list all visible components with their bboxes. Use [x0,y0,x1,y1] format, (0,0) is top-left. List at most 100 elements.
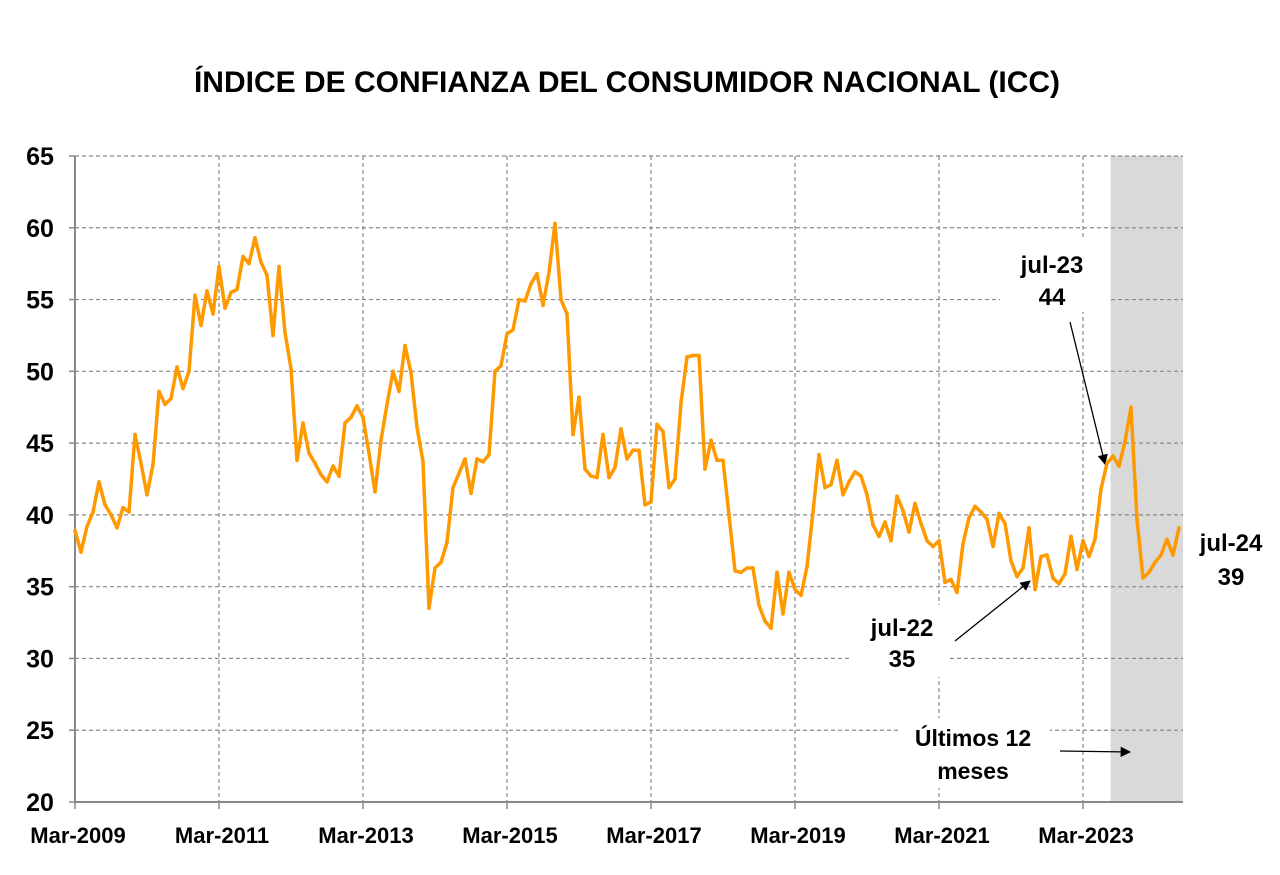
data-point [811,510,815,514]
data-point [97,480,101,484]
y-tick-label: 50 [26,358,54,386]
data-point [661,429,665,434]
data-point [223,306,227,310]
data-point [403,343,407,348]
data-point [331,464,335,468]
data-point [685,355,689,359]
data-point [919,521,923,526]
annotation-jul24-label: jul-24 [1199,530,1263,557]
data-point [253,236,257,240]
data-point [577,395,581,399]
data-point [607,475,611,480]
data-point [613,465,617,470]
annotation-jul22-label: jul-22 [870,615,934,642]
data-point [1039,554,1043,559]
gridlines [69,155,1183,809]
data-point [925,538,929,543]
data-point [799,593,803,598]
data-point [1135,517,1139,521]
data-point [481,459,485,464]
shaded-region-label-line2: meses [937,758,1009,784]
data-point [769,626,773,631]
data-point [145,492,149,497]
data-point [1123,439,1127,444]
data-point [367,451,371,455]
data-point [199,323,203,328]
data-point [859,474,863,478]
data-point [679,401,683,405]
annotation-jul22-arrow [954,580,1031,642]
data-point [937,538,941,543]
data-point [1147,570,1151,575]
data-point [313,461,317,466]
data-point [889,538,893,543]
data-point [787,570,791,575]
x-tick-label: Mar-2021 [894,823,989,848]
data-point [637,448,641,453]
x-tick-labels: Mar-2009 Mar-2011 Mar-2013 Mar-2015 Mar-2017… [30,823,1133,848]
data-point [691,353,695,358]
data-point [583,467,587,471]
data-point [1177,526,1181,530]
data-point [697,353,701,358]
data-point [349,415,353,420]
data-point [259,260,263,265]
data-point [235,287,239,292]
data-point [1021,566,1025,570]
data-point [205,289,209,293]
data-point [733,569,737,573]
data-point [361,415,365,420]
data-point [739,570,743,575]
data-point [325,480,329,484]
data-point [553,221,557,226]
data-point [193,293,197,298]
data-point [751,566,755,570]
data-point [427,606,431,610]
data-point [307,451,311,455]
data-point [289,366,293,371]
data-point [73,528,77,533]
data-point [649,500,653,504]
data-point [283,330,287,335]
data-point [1063,571,1067,576]
data-point [571,432,575,437]
data-point [385,402,389,407]
data-point [847,480,851,484]
data-point [703,467,707,471]
shaded-region-label-box [900,718,1050,788]
data-point [163,402,167,407]
data-point [817,452,821,457]
data-point [217,264,221,269]
data-point [85,524,89,529]
data-point [727,513,731,517]
data-point [1153,560,1157,565]
y-tick-label: 55 [26,287,54,315]
data-point [277,264,281,269]
data-point [667,485,671,490]
chart-title: ÍNDICE DE CONFIANZA DEL CONSUMIDOR NACIO… [194,65,1060,99]
annotation-jul24-value: 39 [1218,564,1245,591]
data-point [499,363,503,368]
data-point [409,370,413,375]
data-point [391,369,395,374]
data-point [673,477,677,481]
data-point [745,566,749,570]
data-point [1033,587,1037,592]
data-point [445,540,449,544]
data-point [949,577,953,582]
data-point [1111,454,1115,458]
data-point [991,544,995,549]
data-point [793,587,797,592]
data-point [211,312,215,316]
x-tick-label: Mar-2013 [318,823,413,848]
annotation-jul23-arrow [1069,321,1108,466]
data-points [73,221,1181,631]
data-point [133,432,137,437]
data-point [1009,559,1013,563]
data-point [241,254,245,259]
data-point [337,474,341,478]
data-point [853,470,857,474]
data-point [433,566,437,570]
data-point [469,491,473,496]
